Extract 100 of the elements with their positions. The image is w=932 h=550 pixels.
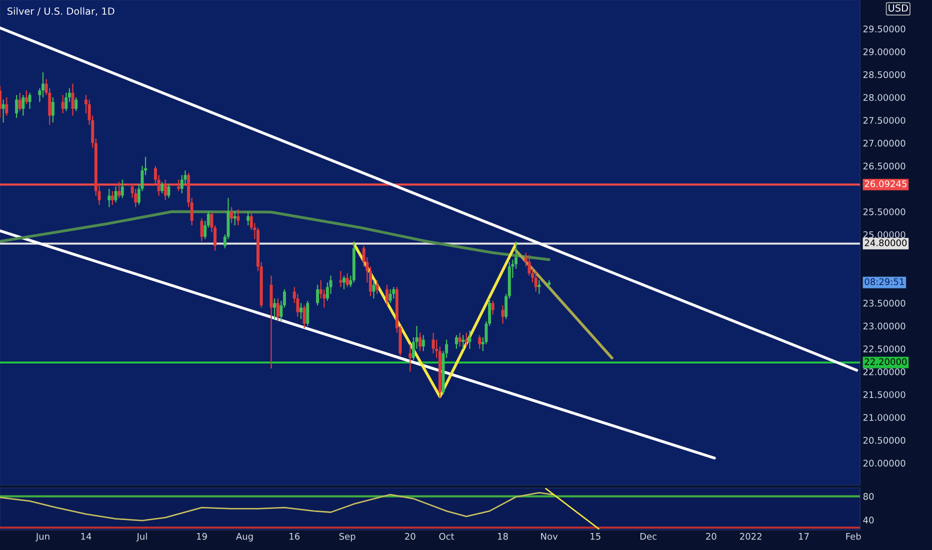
candlestick [167, 184, 170, 198]
candlestick [246, 211, 250, 226]
x-tick-label: Jul [136, 532, 147, 542]
x-tick-label: Jun [35, 533, 50, 542]
text: 08:29:51 [864, 278, 904, 286]
candlestick [114, 186, 118, 204]
candlestick [71, 83, 74, 116]
candlestick [118, 181, 121, 198]
candlestick [270, 275, 273, 369]
candlestick [177, 179, 180, 192]
x-tick-label: Oct [439, 532, 454, 540]
candlestick [233, 211, 236, 226]
x-tick-label: 16 [290, 532, 300, 540]
candlestick [468, 330, 472, 350]
candlestick [458, 332, 462, 348]
x-tick-label: Aug [236, 533, 253, 542]
candlestick [346, 272, 349, 288]
y-tick-label: 29.50000 [863, 26, 906, 32]
candlestick [160, 181, 164, 194]
y-tick-label: 22.00000 [863, 368, 906, 376]
candlestick [388, 288, 392, 304]
x-tick-label: 19 [197, 532, 207, 540]
y-tick-label: 21.00000 [863, 414, 906, 421]
y-tick-label: 27.00000 [863, 140, 906, 147]
candlestick [372, 280, 376, 300]
y-tick-label: 25.50000 [863, 208, 906, 216]
x-tick-label: Nov [541, 533, 558, 540]
candlestick [548, 280, 551, 290]
candlestick [74, 96, 78, 112]
y-tick-label: 20.00000 [863, 460, 906, 467]
candlestick [418, 332, 422, 352]
y-tick-label: 26.50000 [863, 162, 906, 170]
candlestick [408, 344, 412, 372]
candlestick [376, 280, 379, 294]
candlestick [534, 270, 538, 292]
y-tick-label: 28.00000 [863, 94, 906, 101]
ref-line-label: 24.80000 [864, 239, 907, 246]
y-tick-label: 21.50000 [863, 391, 906, 398]
candlestick [501, 304, 504, 324]
candlestick [5, 96, 8, 116]
candlestick [110, 190, 114, 206]
candlestick [22, 94, 25, 116]
x-tick-label: 14 [81, 533, 92, 540]
y-tick-label: 29.00000 [863, 48, 906, 56]
candlestick [230, 206, 234, 224]
candlestick [51, 96, 54, 124]
candlestick [462, 334, 465, 350]
text: USD [888, 4, 908, 12]
candlestick [42, 72, 44, 98]
y-tick-label: 23.50000 [863, 300, 906, 307]
x-tick-label: Dec [640, 533, 656, 540]
x-tick-label: 20 [706, 532, 716, 540]
x-tick-label: 18 [498, 532, 508, 540]
candlestick [273, 298, 276, 320]
candlestick [200, 218, 204, 242]
x-tick-label: 17 [799, 533, 809, 540]
candlestick [276, 298, 280, 322]
x-tick-label: Sep [339, 532, 356, 542]
candlestick [491, 300, 494, 316]
candlestick [61, 94, 64, 114]
candlestick [24, 90, 28, 105]
candlestick [15, 94, 18, 118]
candlestick [64, 92, 68, 112]
candlestick [422, 334, 425, 352]
candlestick [134, 188, 138, 208]
ref-line-label: 22.20000 [864, 358, 907, 366]
candlestick [464, 332, 468, 348]
candlestick [316, 284, 320, 306]
x-tick-label: 15 [590, 533, 600, 540]
candlestick [28, 92, 32, 110]
candlestick [392, 286, 396, 300]
y-tick-label: 22.50000 [863, 346, 906, 352]
candlestick [306, 300, 310, 326]
y-tick-label: 27.50000 [863, 116, 906, 124]
candlestick [180, 174, 184, 194]
candlestick [478, 334, 482, 350]
y-tick-label: 28.50000 [863, 71, 906, 78]
y-tick-label: 20.50000 [863, 436, 906, 444]
line-series [0, 210, 550, 262]
ref-line-label: 26.09245 [864, 180, 906, 188]
y-tick-label: 25.00000 [863, 231, 906, 238]
candlestick [18, 92, 22, 112]
candlestick [339, 270, 342, 288]
candlestick [120, 179, 124, 198]
candlestick [454, 334, 458, 350]
candlestick [300, 302, 302, 320]
line-series [0, 492, 554, 522]
candlestick [302, 304, 306, 329]
x-tick-label: 20 [405, 532, 416, 540]
candlestick [236, 208, 240, 226]
x-tick-label: Feb [846, 532, 861, 540]
candlestick [342, 275, 346, 290]
text: Silver / U.S. Dollar, 1D [8, 7, 114, 16]
candlestick [432, 332, 435, 354]
candlestick [2, 99, 5, 124]
x-tick-label: 2022 [740, 532, 762, 540]
y-tick-label: 23.00000 [863, 322, 906, 330]
y-tick-label: 40 [863, 516, 874, 524]
candlestick [164, 179, 167, 201]
candlestick [386, 284, 388, 306]
